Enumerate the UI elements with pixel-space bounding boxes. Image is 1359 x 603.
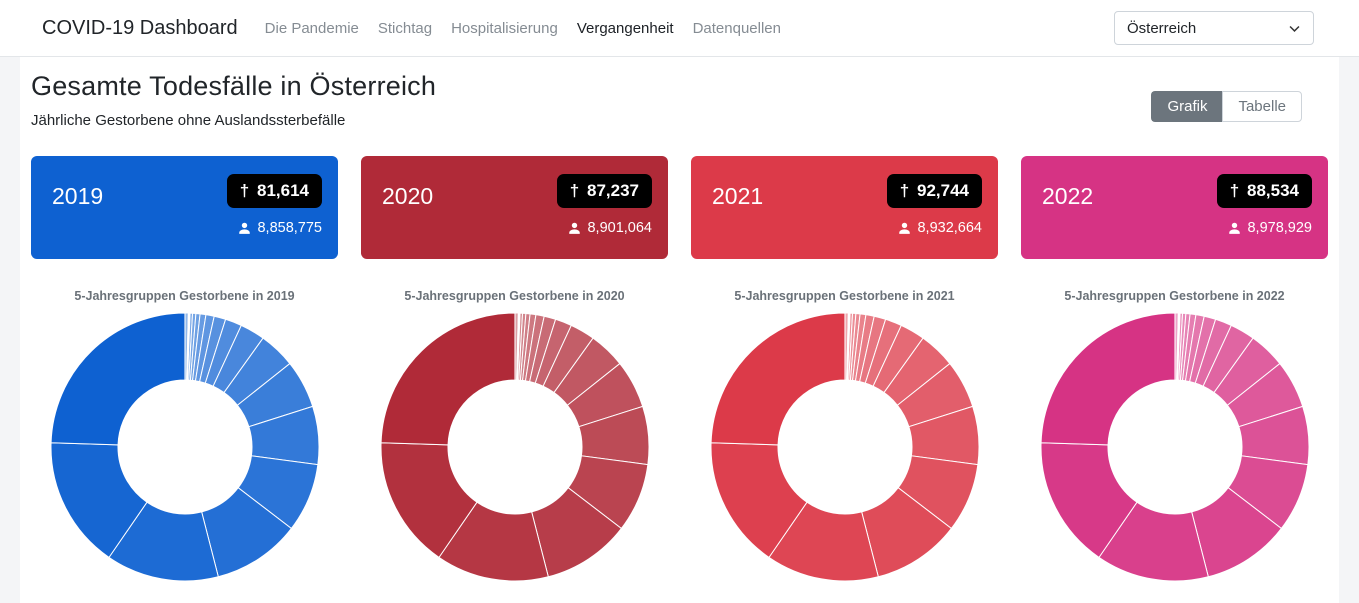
donut-charts-row: 5-Jahresgruppen Gestorbene in 2019 5-Jahr…	[31, 289, 1328, 583]
deaths-badge: † 87,237	[556, 174, 652, 208]
view-toggle: Grafik Tabelle	[1151, 91, 1302, 122]
view-toggle-grafik[interactable]: Grafik	[1151, 91, 1223, 122]
donut-chart-2022: 5-Jahresgruppen Gestorbene in 2022	[1021, 289, 1328, 583]
region-select[interactable]: Österreich	[1114, 11, 1314, 45]
donut-chart-title: 5-Jahresgruppen Gestorbene in 2022	[1064, 289, 1285, 303]
population-value: 8,978,929	[1247, 220, 1312, 236]
dagger-cross-icon: †	[239, 181, 250, 200]
population: 8,858,775	[237, 220, 322, 236]
donut-slice-90+[interactable]	[710, 312, 845, 446]
population-value: 8,932,664	[917, 220, 982, 236]
year-label: 2021	[712, 183, 764, 209]
main-nav: Die Pandemie Stichtag Hospitalisierung Verg…	[265, 20, 1114, 37]
page-title: Gesamte Todesfälle in Österreich	[31, 71, 437, 101]
page-subtitle: Jährliche Gestorbene ohne Auslandssterbe…	[31, 112, 346, 129]
dagger-cross-icon: †	[899, 181, 910, 200]
donut-chart-2019: 5-Jahresgruppen Gestorbene in 2019	[31, 289, 338, 583]
year-label: 2020	[382, 183, 434, 209]
year-card-2020: 2020 † 87,237 8,901,064	[361, 156, 668, 259]
year-label: 2019	[52, 183, 104, 209]
donut-chart-title: 5-Jahresgruppen Gestorbene in 2019	[74, 289, 295, 303]
year-card-2022: 2022 † 88,534 8,978,929	[1021, 156, 1328, 259]
dagger-cross-icon: †	[1229, 181, 1240, 200]
view-toggle-tabelle[interactable]: Tabelle	[1222, 91, 1302, 122]
person-icon	[1229, 222, 1241, 234]
nav-item-die-pandemie[interactable]: Die Pandemie	[264, 19, 359, 37]
donut-chart-2020: 5-Jahresgruppen Gestorbene in 2020	[361, 289, 668, 583]
app-title[interactable]: COVID-19 Dashboard	[42, 16, 238, 39]
donut-slice-90+[interactable]	[380, 312, 515, 446]
region-select-value: Österreich	[1127, 19, 1197, 37]
app-header: COVID-19 Dashboard Die Pandemie Stichtag H…	[0, 0, 1359, 57]
donut-svg-2020	[380, 312, 650, 582]
nav-item-datenquellen[interactable]: Datenquellen	[692, 19, 781, 37]
population: 8,932,664	[897, 220, 982, 236]
donut-chart-2021: 5-Jahresgruppen Gestorbene in 2021	[691, 289, 998, 583]
donut-chart-title: 5-Jahresgruppen Gestorbene in 2021	[734, 289, 955, 303]
population: 8,978,929	[1227, 220, 1312, 236]
year-card-2021: 2021 † 92,744 8,932,664	[691, 156, 998, 259]
donut-svg-2022	[1040, 312, 1310, 582]
nav-item-hospitalisierung[interactable]: Hospitalisierung	[451, 19, 558, 37]
population: 8,901,064	[567, 220, 652, 236]
deaths-badge: † 81,614	[226, 174, 322, 208]
year-card-2019: 2019 † 81,614 8,858,775	[31, 156, 338, 259]
panel-head: Gesamte Todesfälle in Österreich Jährlic…	[31, 71, 1328, 129]
population-value: 8,901,064	[587, 220, 652, 236]
donut-slice-90+[interactable]	[1040, 312, 1175, 446]
person-icon	[239, 222, 251, 234]
main-panel: Gesamte Todesfälle in Österreich Jährlic…	[20, 57, 1339, 603]
donut-slice-90+[interactable]	[50, 312, 185, 446]
donut-svg-2019	[50, 312, 320, 582]
population-value: 8,858,775	[257, 220, 322, 236]
year-label: 2022	[1042, 183, 1094, 209]
chevron-down-icon	[1289, 25, 1300, 32]
nav-item-vergangenheit[interactable]: Vergangenheit	[576, 19, 674, 37]
deaths-badge: † 92,744	[886, 174, 982, 208]
donut-chart-title: 5-Jahresgruppen Gestorbene in 2020	[404, 289, 625, 303]
year-cards-row: 2019 † 81,614 8,858,775 2020 † 87,237 8,901,0…	[31, 156, 1328, 259]
donut-svg-2021	[710, 312, 980, 582]
nav-item-stichtag[interactable]: Stichtag	[377, 19, 433, 37]
deaths-badge: † 88,534	[1216, 174, 1312, 208]
dagger-cross-icon: †	[569, 181, 580, 200]
person-icon	[569, 222, 581, 234]
person-icon	[899, 222, 911, 234]
